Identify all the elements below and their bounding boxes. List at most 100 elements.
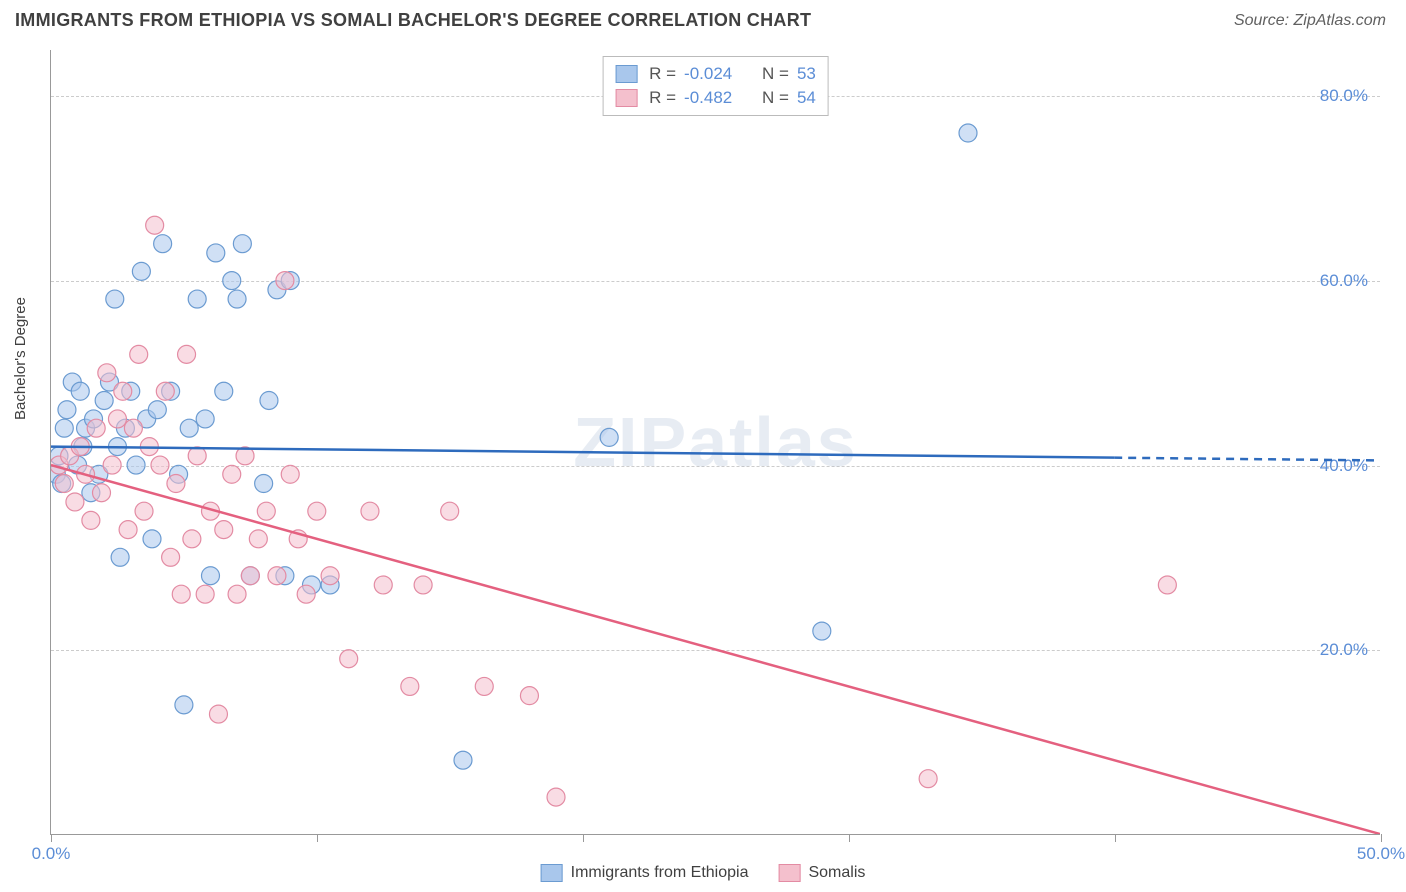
data-point — [55, 475, 73, 493]
n-label: N = — [762, 64, 789, 84]
data-point — [959, 124, 977, 142]
data-point — [175, 696, 193, 714]
data-point — [167, 475, 185, 493]
x-tick — [849, 834, 850, 842]
data-point — [257, 502, 275, 520]
data-point — [547, 788, 565, 806]
data-point — [146, 216, 164, 234]
data-point — [1158, 576, 1176, 594]
data-point — [108, 410, 126, 428]
data-point — [361, 502, 379, 520]
data-point — [241, 567, 259, 585]
data-point — [58, 401, 76, 419]
data-point — [454, 751, 472, 769]
data-point — [127, 456, 145, 474]
data-point — [520, 687, 538, 705]
regression-line-extrapolated — [1114, 458, 1380, 461]
x-tick — [583, 834, 584, 842]
data-point — [196, 585, 214, 603]
n-value-somalis: 54 — [797, 88, 816, 108]
data-point — [111, 548, 129, 566]
data-point — [215, 521, 233, 539]
data-point — [87, 419, 105, 437]
data-point — [215, 382, 233, 400]
data-point — [55, 419, 73, 437]
data-point — [276, 272, 294, 290]
data-point — [249, 530, 267, 548]
x-tick-label: 0.0% — [32, 844, 71, 864]
y-axis-label: Bachelor's Degree — [12, 297, 29, 420]
data-point — [95, 392, 113, 410]
swatch-ethiopia-icon — [541, 864, 563, 882]
data-point — [114, 382, 132, 400]
scatter-svg — [51, 50, 1380, 834]
n-label: N = — [762, 88, 789, 108]
data-point — [124, 419, 142, 437]
data-point — [414, 576, 432, 594]
chart-plot-area: ZIPatlas R = -0.024 N = 53 R = -0.482 N … — [50, 50, 1380, 835]
data-point — [119, 521, 137, 539]
data-point — [813, 622, 831, 640]
data-point — [441, 502, 459, 520]
regression-line — [51, 465, 1380, 834]
data-point — [297, 585, 315, 603]
data-point — [207, 244, 225, 262]
data-point — [919, 770, 937, 788]
x-tick — [317, 834, 318, 842]
legend-item-somalis: Somalis — [778, 864, 865, 882]
swatch-somalis — [615, 89, 637, 107]
data-point — [106, 290, 124, 308]
swatch-somalis-icon — [778, 864, 800, 882]
data-point — [401, 677, 419, 695]
chart-title: IMMIGRANTS FROM ETHIOPIA VS SOMALI BACHE… — [15, 10, 811, 31]
legend-row-somalis: R = -0.482 N = 54 — [615, 86, 816, 110]
regression-line — [51, 447, 1114, 458]
r-label: R = — [649, 88, 676, 108]
data-point — [209, 705, 227, 723]
data-point — [132, 262, 150, 280]
r-value-ethiopia: -0.024 — [684, 64, 744, 84]
data-point — [321, 567, 339, 585]
data-point — [148, 401, 166, 419]
data-point — [156, 382, 174, 400]
correlation-legend: R = -0.024 N = 53 R = -0.482 N = 54 — [602, 56, 829, 116]
data-point — [135, 502, 153, 520]
legend-label-ethiopia: Immigrants from Ethiopia — [571, 864, 749, 882]
legend-item-ethiopia: Immigrants from Ethiopia — [541, 864, 749, 882]
data-point — [172, 585, 190, 603]
data-point — [308, 502, 326, 520]
x-tick — [1115, 834, 1116, 842]
swatch-ethiopia — [615, 65, 637, 83]
data-point — [223, 465, 241, 483]
data-point — [183, 530, 201, 548]
data-point — [228, 585, 246, 603]
r-label: R = — [649, 64, 676, 84]
x-tick-label: 50.0% — [1357, 844, 1405, 864]
data-point — [103, 456, 121, 474]
data-point — [255, 475, 273, 493]
data-point — [162, 548, 180, 566]
x-tick — [1381, 834, 1382, 842]
n-value-ethiopia: 53 — [797, 64, 816, 84]
data-point — [154, 235, 172, 253]
data-point — [188, 290, 206, 308]
source-attribution: Source: ZipAtlas.com — [1234, 12, 1386, 30]
data-point — [188, 447, 206, 465]
data-point — [151, 456, 169, 474]
data-point — [98, 364, 116, 382]
data-point — [600, 428, 618, 446]
x-tick — [51, 834, 52, 842]
data-point — [260, 392, 278, 410]
data-point — [374, 576, 392, 594]
data-point — [223, 272, 241, 290]
data-point — [281, 465, 299, 483]
data-point — [143, 530, 161, 548]
legend-label-somalis: Somalis — [808, 864, 865, 882]
series-legend: Immigrants from Ethiopia Somalis — [541, 864, 866, 882]
data-point — [71, 382, 89, 400]
legend-row-ethiopia: R = -0.024 N = 53 — [615, 62, 816, 86]
data-point — [82, 511, 100, 529]
data-point — [340, 650, 358, 668]
data-point — [201, 567, 219, 585]
data-point — [130, 345, 148, 363]
